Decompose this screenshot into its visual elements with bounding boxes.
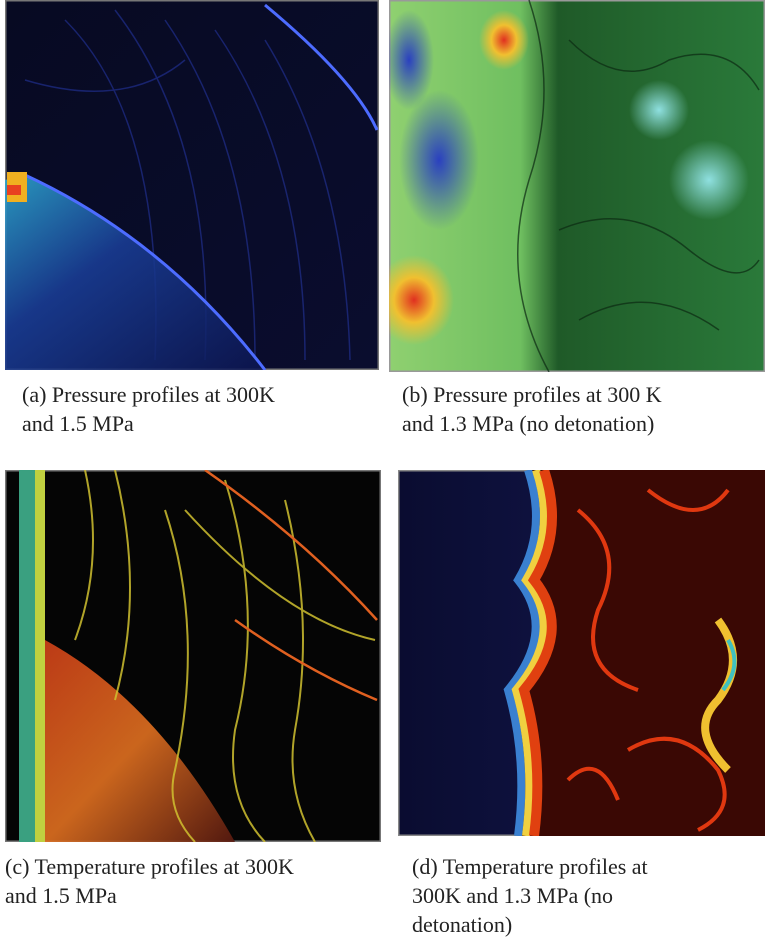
caption-line: 300K and 1.3 MPa (no xyxy=(412,881,648,910)
caption-line: (a) Pressure profiles at 300K xyxy=(22,380,275,409)
caption-line: and 1.5 MPa xyxy=(5,881,294,910)
caption-a: (a) Pressure profiles at 300K and 1.5 MP… xyxy=(22,380,275,438)
figure-page: (a) Pressure profiles at 300K and 1.5 MP… xyxy=(0,0,767,948)
caption-b: (b) Pressure profiles at 300 K and 1.3 M… xyxy=(402,380,662,438)
caption-line: (c) Temperature profiles at 300K xyxy=(5,852,294,881)
caption-line: and 1.5 MPa xyxy=(22,409,275,438)
panel-b-image xyxy=(389,0,765,372)
caption-line: and 1.3 MPa (no detonation) xyxy=(402,409,662,438)
caption-c: (c) Temperature profiles at 300K and 1.5… xyxy=(5,852,294,910)
panel-c-image xyxy=(5,470,381,842)
panel-d-image xyxy=(398,470,765,836)
panel-a-image xyxy=(5,0,379,370)
caption-d: (d) Temperature profiles at 300K and 1.3… xyxy=(412,852,648,939)
caption-line: (b) Pressure profiles at 300 K xyxy=(402,380,662,409)
caption-line: (d) Temperature profiles at xyxy=(412,852,648,881)
caption-line: detonation) xyxy=(412,910,648,939)
